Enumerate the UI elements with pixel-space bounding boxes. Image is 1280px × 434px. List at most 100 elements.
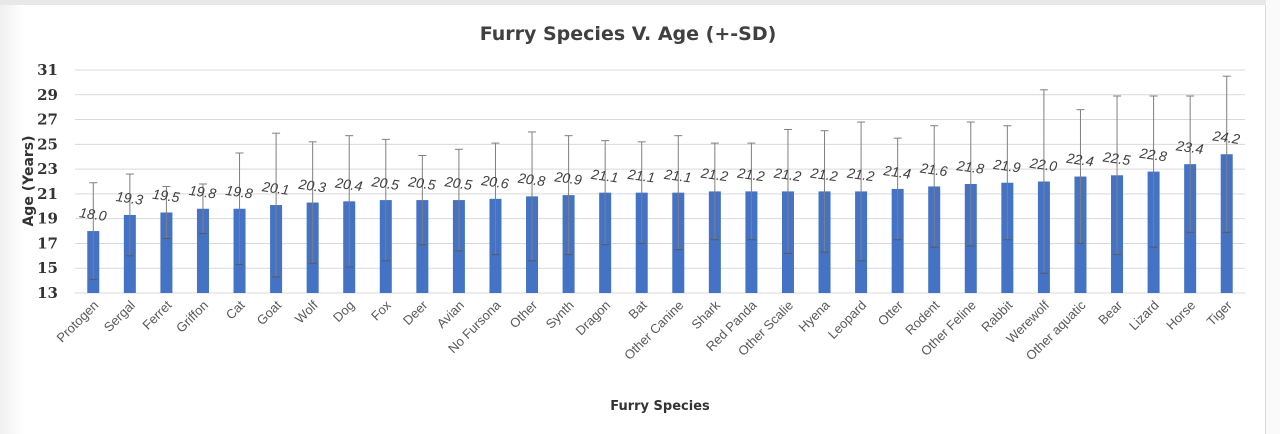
error-bar <box>857 121 866 262</box>
x-tick-label: Leopard <box>825 298 869 342</box>
error-bar <box>125 173 134 257</box>
y-tick-label: 29 <box>37 86 58 104</box>
y-tick-label: 13 <box>37 284 58 302</box>
data-label: 22.4 <box>1065 150 1095 170</box>
error-bar <box>893 137 902 241</box>
x-tick-label: Wolf <box>292 297 321 326</box>
y-tick-label: 21 <box>37 185 58 203</box>
data-label: 20.5 <box>370 173 400 193</box>
bar <box>745 191 758 293</box>
bar <box>160 212 173 293</box>
data-label: 21.1 <box>589 166 619 186</box>
data-label: 19.8 <box>188 182 217 202</box>
error-bar <box>491 142 500 256</box>
x-tick-label: Fox <box>368 297 394 323</box>
x-tick-label: Sergal <box>101 297 138 334</box>
error-bar <box>674 135 683 251</box>
error-bar <box>637 141 646 244</box>
x-tick-label: Synth <box>543 298 577 332</box>
data-label: 22.5 <box>1101 148 1131 168</box>
data-label: 20.4 <box>333 174 363 194</box>
data-label: 21.1 <box>626 166 656 186</box>
error-bar <box>783 128 792 254</box>
y-tick-label: 19 <box>37 210 58 228</box>
error-bar <box>528 131 537 262</box>
x-tick-label: Protogen <box>53 298 101 346</box>
error-bar <box>710 142 719 241</box>
y-tick-label: 17 <box>37 234 58 252</box>
data-label: 21.2 <box>772 165 802 185</box>
x-tick-label: Other <box>507 297 541 331</box>
error-bar <box>381 138 390 262</box>
data-label: 20.3 <box>297 176 327 196</box>
error-bar <box>1149 95 1158 248</box>
data-label: 20.8 <box>516 169 546 189</box>
data-label: 21.8 <box>955 157 985 177</box>
error-bar <box>162 185 171 239</box>
data-labels: 18.0 19.3 19.5 19.8 19.8 20.1 20.3 20.4 20.5 20.5… <box>78 127 1241 224</box>
bars <box>87 154 1233 293</box>
x-tick-label: Bear <box>1095 297 1125 327</box>
data-label: 23.4 <box>1174 137 1204 157</box>
bar <box>196 208 209 293</box>
y-tick-label: 27 <box>37 111 58 129</box>
x-tick-label: Horse <box>1163 298 1198 333</box>
data-label: 24.2 <box>1211 127 1241 147</box>
x-tick-label: Goat <box>254 297 285 328</box>
error-bar <box>1039 89 1048 274</box>
data-label: 21.2 <box>845 165 875 185</box>
data-label: 20.1 <box>260 178 290 198</box>
error-bar <box>308 141 317 264</box>
data-label: 21.2 <box>736 165 766 185</box>
error-bar <box>564 135 573 256</box>
y-axis-ticks: 13 15 17 19 21 23 25 27 29 31 <box>37 61 58 302</box>
x-tick-label: Griffon <box>173 298 211 336</box>
x-tick-label: Shark <box>688 297 723 332</box>
x-tick-label: Lizard <box>1126 298 1162 334</box>
error-bars <box>89 75 1231 280</box>
data-label: 22.0 <box>1028 155 1058 175</box>
y-tick-label: 15 <box>37 259 58 277</box>
x-tick-label: Bat <box>625 297 650 322</box>
error-bar <box>747 142 756 241</box>
data-label: 21.4 <box>882 162 912 182</box>
data-label: 20.9 <box>553 168 583 188</box>
data-label: 19.5 <box>151 186 180 206</box>
gridlines <box>75 69 1245 294</box>
data-label: 21.6 <box>918 160 948 180</box>
error-bar <box>89 182 98 280</box>
error-bar <box>1076 109 1085 244</box>
data-label: 20.5 <box>406 173 436 193</box>
error-bar <box>345 135 354 268</box>
data-label: 21.2 <box>699 165 729 185</box>
bar <box>416 200 429 293</box>
error-bar <box>454 148 463 252</box>
error-bar <box>1003 125 1012 241</box>
x-tick-label: Dragon <box>573 298 614 339</box>
bar <box>708 191 721 293</box>
x-tick-label: Cat <box>223 297 248 322</box>
window-right-margin <box>1266 0 1280 434</box>
error-bar <box>418 154 427 246</box>
error-bar <box>966 121 975 247</box>
x-tick-label: Deer <box>400 297 431 328</box>
error-bar <box>1186 95 1195 233</box>
data-label: 19.3 <box>115 188 144 208</box>
bar <box>891 188 904 293</box>
y-tick-label: 31 <box>37 61 58 79</box>
data-label: 19.8 <box>225 182 254 202</box>
x-tick-label: Tiger <box>1204 297 1236 329</box>
error-bar <box>235 152 244 266</box>
data-label: 18.0 <box>78 204 107 224</box>
data-label: 20.5 <box>443 173 473 193</box>
y-tick-label: 23 <box>37 160 58 178</box>
x-axis-label: Furry Species <box>610 399 710 414</box>
chart-title: Furry Species V. Age (+-SD) <box>480 23 777 45</box>
data-label: 21.2 <box>809 165 839 185</box>
chart-area <box>0 5 1266 434</box>
error-bar <box>198 183 207 235</box>
error-bar <box>1222 75 1231 233</box>
error-bar <box>272 132 281 278</box>
error-bar <box>1113 95 1122 256</box>
